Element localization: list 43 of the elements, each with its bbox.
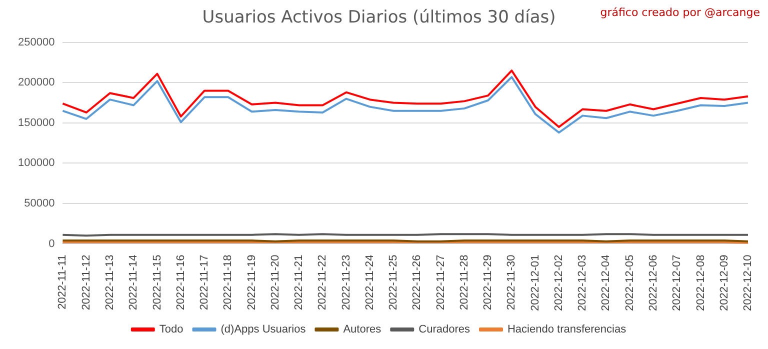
x-tick-label: 2022-11-26 <box>411 254 424 310</box>
y-tick-label: 200000 <box>18 76 55 89</box>
x-tick-label: 2022-11-15 <box>151 254 164 310</box>
x-tick-label: 2022-12-08 <box>694 254 707 312</box>
x-tick-label: 2022-12-01 <box>529 254 542 312</box>
x-tick-label: 2022-11-19 <box>246 254 258 310</box>
x-tick-label: 2022-12-04 <box>600 254 612 312</box>
x-tick-label: 2022-11-16 <box>174 254 187 310</box>
x-tick-label: 2022-12-02 <box>552 254 565 312</box>
x-tick-label: 2022-12-10 <box>742 254 754 312</box>
y-tick-label: 100000 <box>18 157 55 170</box>
x-tick-label: 2022-11-25 <box>388 254 400 310</box>
legend-label: Todo <box>159 324 184 336</box>
legend-label: (d)Apps Usuarios <box>220 324 306 336</box>
legend-label: Curadores <box>418 324 470 336</box>
x-tick-label: 2022-12-06 <box>648 254 660 312</box>
x-tick-label: 2022-11-24 <box>364 254 376 310</box>
x-tick-label: 2022-11-11 <box>56 254 69 310</box>
x-tick-label: 2022-11-18 <box>222 254 234 310</box>
y-tick-label: 0 <box>48 238 55 250</box>
x-tick-label: 2022-11-22 <box>316 254 329 310</box>
x-tick-label: 2022-11-23 <box>340 254 352 310</box>
x-tick-label: 2022-11-27 <box>434 254 447 310</box>
x-tick-label: 2022-11-14 <box>128 254 140 310</box>
x-tick-label: 2022-12-03 <box>576 254 589 312</box>
x-tick-label: 2022-11-20 <box>269 254 282 310</box>
x-tick-label: 2022-11-28 <box>458 254 470 310</box>
x-tick-label: 2022-12-07 <box>671 254 684 312</box>
x-tick-label: 2022-11-12 <box>80 254 92 310</box>
x-tick-label: 2022-11-30 <box>506 254 518 310</box>
y-tick-label: 250000 <box>18 36 55 48</box>
text: gráfico creado por @arcange <box>600 6 760 19</box>
x-tick-label: 2022-12-09 <box>718 254 730 312</box>
legend-label: Autores <box>343 324 382 336</box>
y-tick-label: 50000 <box>24 197 55 210</box>
legend-label: Haciendo transferencias <box>507 324 627 336</box>
x-tick-label: 2022-12-05 <box>624 254 636 312</box>
chart-title: Usuarios Activos Diarios (últimos 30 días) <box>202 8 556 28</box>
y-tick-label: 150000 <box>18 116 55 129</box>
x-tick-label: 2022-11-13 <box>104 254 116 310</box>
x-tick-label: 2022-11-17 <box>198 254 211 310</box>
x-tick-label: 2022-11-21 <box>293 254 306 310</box>
x-tick-label: 2022-11-29 <box>482 254 494 310</box>
